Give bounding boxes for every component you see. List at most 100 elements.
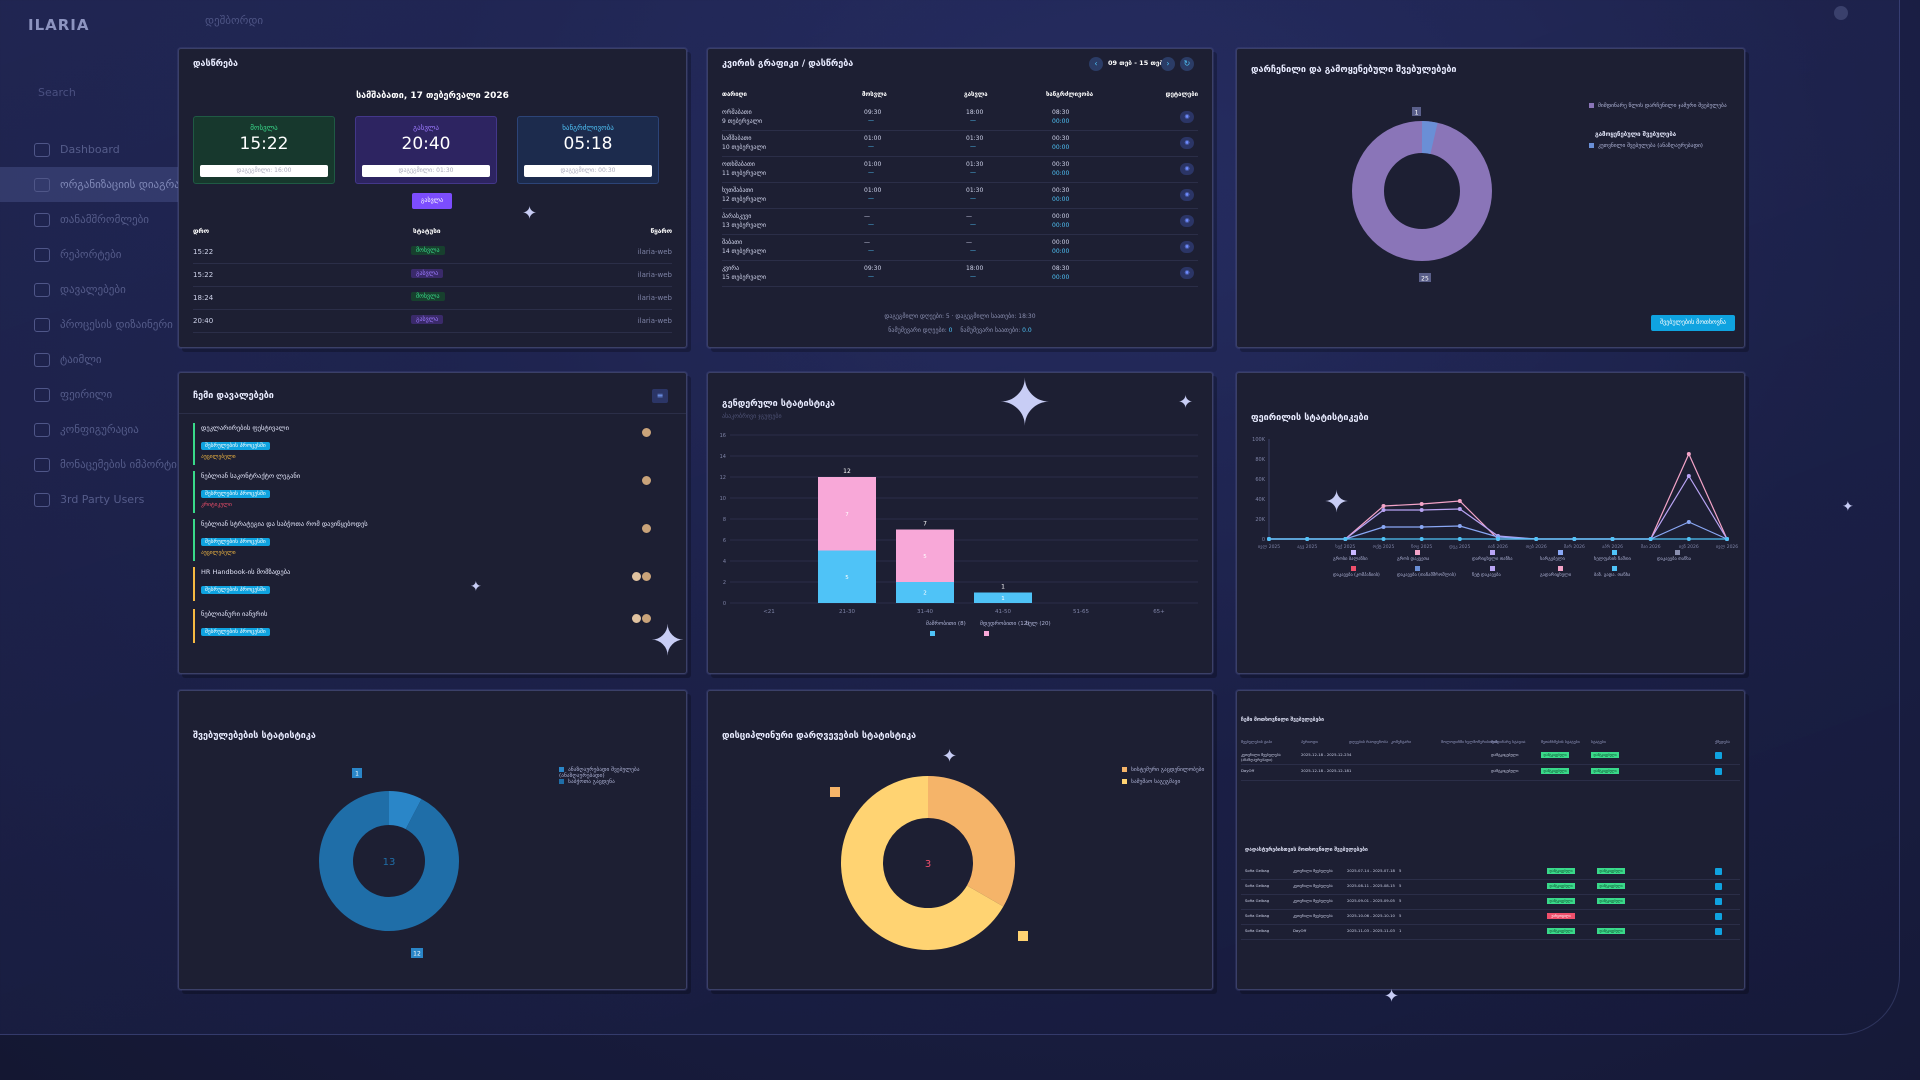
table-row: სამშაბათი 10 თებერვალი 01:00—01:30—00:30 00… <box>722 131 1198 157</box>
search-input[interactable]: Search <box>38 86 76 99</box>
eye-icon[interactable] <box>1715 898 1722 905</box>
data-point[interactable] <box>1381 508 1386 512</box>
data-point[interactable] <box>1419 537 1424 541</box>
data-point[interactable] <box>1534 537 1539 541</box>
bar-segment[interactable] <box>896 582 954 603</box>
duration-input[interactable]: დაგეგმილი: 00:30 <box>524 165 652 177</box>
schedule-summary-1: დაგეგმილი დღეები: 5 · დაგეგმილი საათები:… <box>884 313 1036 320</box>
row-name: Sofia Gelbag <box>1245 928 1270 933</box>
leave-legend-2-label: საბჭოთა გაცდენა <box>568 779 615 785</box>
legend-used: კუთვნილი შვებულება (ანაზღაურებადი) <box>1589 143 1703 149</box>
eye-icon[interactable]: ◉ <box>1180 215 1194 227</box>
prev-week-icon[interactable]: ‹ <box>1089 57 1103 71</box>
data-point[interactable] <box>1610 537 1615 541</box>
users-icon <box>34 212 50 227</box>
bar-segment[interactable] <box>974 592 1032 604</box>
sidebar-item[interactable]: მონაცემების იმპორტი <box>0 447 180 482</box>
data-point[interactable] <box>1305 537 1310 541</box>
list-view-icon[interactable]: ≡ <box>652 389 668 403</box>
x-tick-label: დეკ 2025 <box>1449 544 1470 550</box>
donut-slice[interactable] <box>388 791 422 830</box>
row-source: ilaria-web <box>637 248 672 256</box>
sidebar-item[interactable]: დავალებები <box>0 272 180 307</box>
data-point[interactable] <box>1381 537 1386 541</box>
sidebar-item[interactable]: თანამშრომლები <box>0 202 180 237</box>
data-point[interactable] <box>1457 499 1462 503</box>
column-header: შეთანხმების სტატუსი <box>1541 739 1580 744</box>
refresh-icon[interactable]: ↻ <box>1180 57 1194 71</box>
eye-icon[interactable]: ◉ <box>1180 189 1194 201</box>
eye-icon[interactable] <box>1715 752 1722 759</box>
data-point[interactable] <box>1381 504 1386 508</box>
data-point[interactable] <box>1457 507 1462 511</box>
data-point[interactable] <box>1686 537 1691 541</box>
data-point[interactable] <box>1648 537 1653 541</box>
sidebar-item[interactable]: ტაიმლი <box>0 342 180 377</box>
bar-segment[interactable] <box>818 550 876 604</box>
data-point[interactable] <box>1496 537 1500 541</box>
sidebar-item[interactable]: 3rd Party Users <box>0 482 180 517</box>
data-point[interactable] <box>1419 502 1424 506</box>
help-icon[interactable] <box>1834 6 1848 20</box>
data-point[interactable] <box>1686 452 1691 456</box>
data-point[interactable] <box>1419 525 1424 529</box>
eye-icon[interactable] <box>1715 883 1722 890</box>
bar-segment[interactable] <box>896 529 954 583</box>
attendance-card: დასწრება სამშაბათი, 17 თებერვალი 2026 მო… <box>178 48 687 348</box>
status-badge: დამტკიცებული <box>1541 768 1569 774</box>
table-row: შაბათი 14 თებერვალი — — — —00:00 00:00 ◉ <box>722 235 1198 261</box>
sidebar-item[interactable]: Dashboard <box>0 132 180 167</box>
list-item[interactable]: ნებლიან საკონტრაქტო ლეგანი შესრულების პრო… <box>193 471 672 513</box>
donut-slice[interactable] <box>319 791 459 931</box>
eye-icon[interactable]: ◉ <box>1180 267 1194 279</box>
data-point[interactable] <box>1267 537 1271 541</box>
data-point[interactable] <box>1686 474 1691 478</box>
sidebar-item[interactable]: რეპორტები <box>0 237 180 272</box>
sidebar-item[interactable]: პროცესის დიზაინერი <box>0 307 180 342</box>
donut-used <box>1421 121 1438 155</box>
data-point[interactable] <box>1419 508 1424 512</box>
list-item[interactable]: ნებლიან სტრატეგია და საბჭოთა რომ დავიწყე… <box>193 519 672 561</box>
legend-swatch <box>1351 566 1356 571</box>
row-duration-actual: 00:00 <box>1052 274 1070 281</box>
eye-icon[interactable] <box>1715 868 1722 875</box>
sidebar-item[interactable]: კონფიგურაცია <box>0 412 180 447</box>
eye-icon[interactable]: ◉ <box>1180 137 1194 149</box>
list-item[interactable]: ნებლიანური იანვრის შესრულების პროცესში <box>193 609 672 643</box>
exit-button[interactable]: გასვლა <box>412 193 452 209</box>
eye-icon[interactable]: ◉ <box>1180 163 1194 175</box>
list-item[interactable]: HR Handbook-ის მომზადება შესრულების პროცე… <box>193 567 672 601</box>
row-duration: 00:00 <box>1052 239 1070 246</box>
row-day: ხუთშაბათი <box>722 187 754 194</box>
data-point[interactable] <box>1457 524 1462 528</box>
slice-label: 12 <box>413 951 421 958</box>
bar-segment[interactable] <box>818 477 876 551</box>
eye-icon[interactable]: ◉ <box>1180 241 1194 253</box>
check-in-input[interactable]: დაგეგმილი: 16:00 <box>200 165 328 177</box>
data-point[interactable] <box>1725 537 1729 541</box>
row-day: სამშაბათი <box>722 135 752 142</box>
list-item[interactable]: დეკლარირების ფესტივალი შესრულების პროცესშ… <box>193 423 672 465</box>
check-out-input[interactable]: დაგეგმილი: 01:30 <box>362 165 490 177</box>
data-point[interactable] <box>1686 520 1691 524</box>
status-badge: დამტკიცებული <box>1547 928 1575 934</box>
request-leave-button[interactable]: შვებულების მოთხოვნა <box>1651 315 1735 331</box>
eye-icon[interactable] <box>1715 913 1722 920</box>
data-point[interactable] <box>1457 537 1462 541</box>
donut-slice[interactable] <box>927 776 1015 907</box>
data-point[interactable] <box>1381 525 1386 529</box>
status-badge: დამტკიცებული <box>1547 883 1575 889</box>
column-header: კომენტარი <box>1391 739 1412 744</box>
approvals-header-1: შვებულების ტიპი პერიოდი დღეების რაოდენობა კ… <box>1241 739 1740 747</box>
sidebar-item[interactable]: ორგანიზაციის დიაგრამა <box>0 167 180 202</box>
eye-icon[interactable] <box>1715 928 1722 935</box>
donut-slice[interactable] <box>841 776 1004 950</box>
sidebar-item[interactable]: ფეირილი <box>0 377 180 412</box>
eye-icon[interactable]: ◉ <box>1180 111 1194 123</box>
row-duration-actual: 00:00 <box>1052 170 1070 177</box>
data-point[interactable] <box>1572 537 1577 541</box>
data-point[interactable] <box>1343 537 1348 541</box>
next-week-icon[interactable]: › <box>1161 57 1175 71</box>
y-tick-label: 8 <box>723 517 726 523</box>
eye-icon[interactable] <box>1715 768 1722 775</box>
